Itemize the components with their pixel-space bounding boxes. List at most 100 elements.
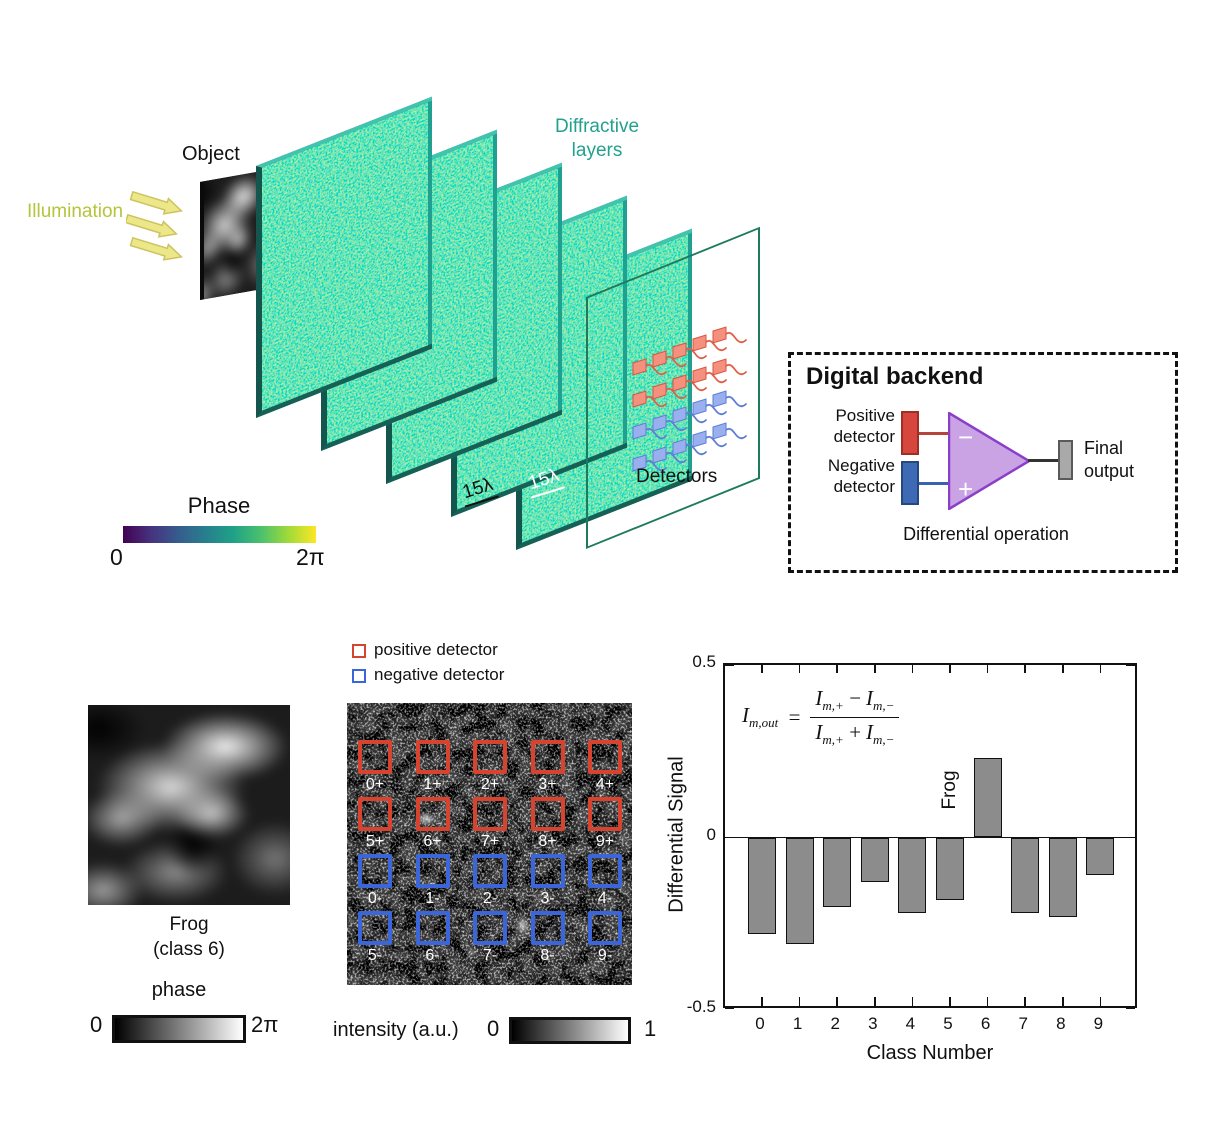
- detector-box-label: 2-: [482, 890, 498, 907]
- final-output-label: Final output: [1084, 438, 1135, 481]
- negative-detector-box-1-: [415, 854, 450, 888]
- x-tick-label-0: 0: [755, 1014, 765, 1033]
- detector-intensity-image: 0+ 1+ 2+ 3+ 4+ 5+ 6+ 7+ 8+ 9+ 0- 1- 2- 3- 4- 5- 6- 7- 8- 9-: [347, 703, 632, 985]
- x-tick-label-5: 5: [943, 1014, 953, 1033]
- detector-box-label: 3+: [538, 776, 557, 793]
- x-tick: [986, 997, 989, 1006]
- negative-detector-tail: [685, 443, 707, 456]
- detector-box-label: 4-: [597, 890, 613, 907]
- x-tick: [874, 997, 876, 1006]
- illumination-arrows-icon: [126, 190, 183, 261]
- positive-input-wire: [919, 432, 949, 435]
- positive-detector-box-5+: [358, 797, 392, 831]
- negative-detector-box-6-: [415, 911, 450, 945]
- negative-detector-tail: [705, 435, 727, 448]
- output-wire: [1028, 459, 1058, 462]
- positive-detector-box-3+: [530, 740, 565, 774]
- negative-detector-3d: [632, 454, 647, 472]
- y-tick-right: [1126, 1007, 1135, 1009]
- x-tick-top: [1024, 665, 1026, 673]
- negative-detector-box-0-: [358, 854, 392, 888]
- x-tick-label-7: 7: [1018, 1014, 1028, 1033]
- detector-box-label: 5+: [365, 833, 385, 850]
- negative-detector-box-2-: [473, 854, 507, 888]
- x-tick: [1024, 997, 1026, 1006]
- positive-detector-tail: [705, 371, 727, 384]
- formula-denominator: Im,+ + Im,−: [815, 720, 895, 748]
- negative-detector-box-9-: [588, 911, 622, 945]
- x-tick: [911, 997, 914, 1006]
- input-caption-line1: Frog: [169, 914, 209, 935]
- bar-class-8: [1048, 837, 1077, 917]
- positive-detector-box-4+: [588, 740, 622, 774]
- detector-box-label: 6-: [425, 947, 440, 964]
- x-axis-title: Class Number: [866, 1042, 994, 1064]
- frog-art: [88, 705, 290, 905]
- positive-detector-3d: [672, 342, 687, 360]
- positive-detector-3d: [632, 390, 647, 408]
- intensity-colorbar-title: intensity (a.u.): [333, 1019, 459, 1041]
- negative-detector-tail: [665, 451, 687, 464]
- detector-box-label: 0+: [365, 776, 385, 793]
- positive-detector-tail: [685, 379, 707, 392]
- bar-class-0: [748, 837, 776, 935]
- y-tick-right: [1126, 664, 1135, 666]
- x-tick-top: [761, 665, 763, 673]
- negative-detector-swatch: [901, 461, 919, 505]
- y-tick-label-0.5: 0.5: [692, 652, 716, 671]
- legend-negative-swatch-icon: [352, 669, 366, 683]
- input-colorbar-min: 0: [90, 1012, 103, 1037]
- positive-detector-tail: [725, 331, 747, 344]
- positive-detector-tail: [665, 355, 687, 368]
- phase-colorbar-min: 0: [110, 544, 123, 570]
- detector-box-label: 1-: [425, 890, 440, 907]
- opamp-minus-input: −: [958, 422, 973, 452]
- negative-detector-label: Negative detector: [827, 456, 895, 496]
- negative-detector-3d: [652, 414, 667, 432]
- bar-class-4: [898, 837, 927, 914]
- phase-colorbar: [123, 526, 316, 543]
- y-tick-label--0.5: -0.5: [686, 997, 716, 1016]
- legend-positive-label: positive detector: [374, 640, 498, 659]
- negative-detector-box-7-: [473, 911, 507, 945]
- input-frog-image: [88, 705, 290, 905]
- x-tick-label-2: 2: [830, 1014, 840, 1033]
- positive-detector-box-6+: [415, 797, 450, 831]
- positive-detector-3d: [712, 326, 727, 344]
- detector-box-label: 8+: [538, 833, 557, 850]
- input-colorbar: [112, 1015, 246, 1043]
- positive-detector-label: Positive detector: [833, 406, 895, 446]
- x-tick-top: [1062, 665, 1064, 673]
- negative-detector-tail: [725, 427, 747, 440]
- formula-equals: =: [787, 704, 802, 729]
- y-tick: [725, 1007, 734, 1009]
- negative-detector-3d: [672, 406, 687, 424]
- formula-fraction: Im,+ − Im,− Im,+ + Im,−: [810, 686, 900, 748]
- positive-detector-swatch: [901, 411, 919, 455]
- y-tick: [725, 836, 734, 839]
- detectors-label: Detectors: [636, 466, 718, 487]
- intensity-noise: [347, 703, 632, 985]
- positive-detector-tail: [645, 395, 667, 408]
- x-tick-top: [911, 665, 914, 673]
- positive-detector-tail: [665, 387, 687, 400]
- negative-detector-tail: [685, 411, 707, 424]
- bar-class-5: [936, 837, 964, 900]
- positive-detector-3d: [632, 358, 647, 376]
- bar-class-7: [1011, 837, 1040, 914]
- y-tick-right: [1126, 836, 1135, 839]
- illumination-label: Illumination: [27, 201, 124, 222]
- negative-detector-3d: [672, 438, 687, 456]
- detector-box-label: 8-: [540, 947, 555, 964]
- positive-detector-box-7+: [473, 797, 507, 831]
- positive-detector-tail: [705, 339, 727, 352]
- bar-class-3: [860, 837, 889, 883]
- y-tick: [725, 664, 734, 666]
- x-tick-top: [874, 665, 876, 673]
- input-colorbar-max: 2π: [251, 1012, 279, 1037]
- formula: Im,out = Im,+ − Im,− Im,+ + Im,−: [742, 686, 900, 748]
- x-tick-label-1: 1: [792, 1014, 803, 1033]
- positive-detector-tail: [645, 363, 667, 376]
- detector-box-label: 9+: [595, 833, 615, 850]
